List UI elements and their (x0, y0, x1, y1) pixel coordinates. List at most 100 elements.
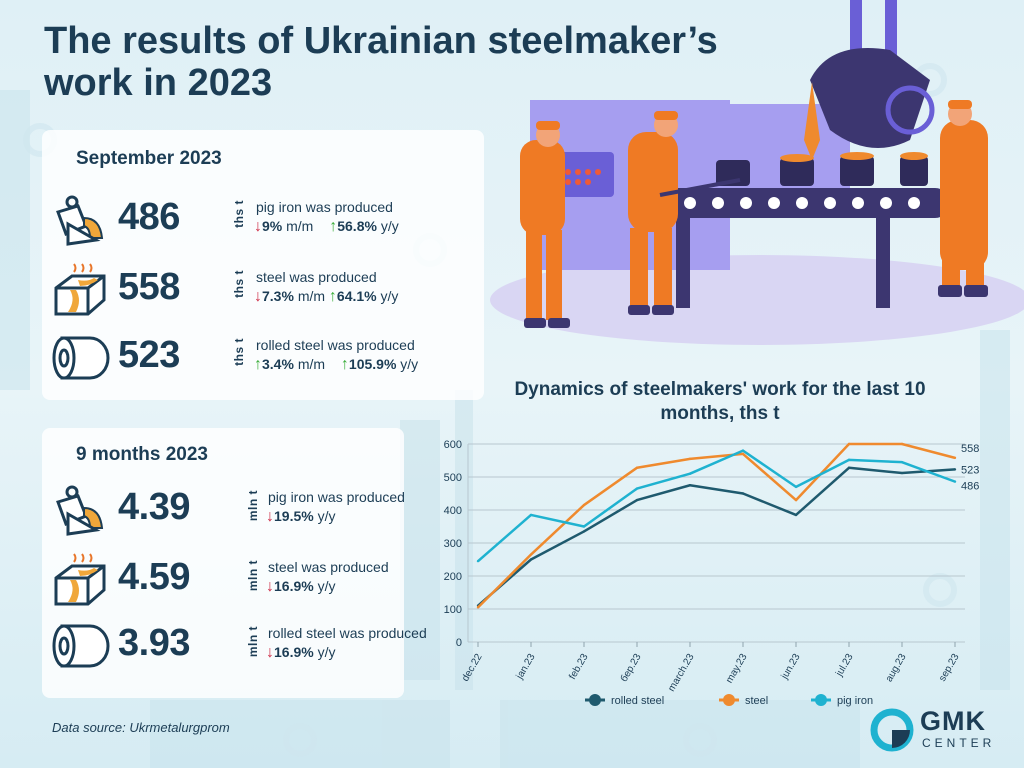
data-point (476, 606, 480, 609)
yy-change: 56.8% (337, 218, 377, 234)
september-rolled-steel-value: 523 (118, 334, 180, 376)
legend-marker (589, 694, 601, 706)
x-tick-label: march.23 (666, 652, 697, 694)
mm-suffix: m/m (297, 288, 326, 304)
data-point (582, 503, 586, 507)
yy-suffix: y/y (317, 578, 336, 594)
series-line-rolled-steel (477, 466, 956, 607)
data-point (529, 553, 533, 556)
data-point (741, 452, 745, 456)
september-steel-value: 558 (118, 266, 180, 308)
september-steel-deltas: ↓7.3% m/m ↑64.1% y/y (254, 288, 398, 306)
nine-months-steel-unit: mln t (246, 560, 260, 592)
x-tick-label: jan.23 (514, 652, 538, 682)
data-point (635, 466, 639, 469)
september-pig-iron-value: 486 (118, 196, 180, 238)
nine-months-steel-value: 4.59 (118, 556, 190, 598)
nine-months-pig-iron-value: 4.39 (118, 486, 190, 528)
september-steel-unit: ths t (232, 270, 246, 298)
legend-marker (815, 694, 827, 706)
x-tick-label: may.23 (724, 652, 750, 686)
data-label: 486 (961, 481, 979, 493)
september-pig-iron-deltas: ↓9% m/m ↑56.8% y/y (254, 218, 399, 236)
nine-months-heading: 9 months 2023 (76, 444, 208, 465)
production-line-chart: 0 100 200 300 400 500 600 dec.22 jan.23 feb.23 бер… (444, 439, 980, 707)
september-rolled-steel-row: 523 ths t rolled steel was produced ↑3.4… (50, 328, 480, 388)
x-tick-label: бер.23 (618, 651, 644, 684)
nine-months-rolled-steel-value: 3.93 (118, 622, 190, 664)
september-pig-iron-label: pig iron was produced (256, 199, 393, 215)
data-point (688, 457, 692, 461)
september-pig-iron-row: 486 ths t pig iron was produced ↓9% m/m … (50, 190, 480, 250)
x-tick-label: jul.23 (834, 652, 856, 679)
mm-change: 7.3% (262, 288, 294, 304)
nine-months-pig-iron-row: 4.39 mln t pig iron was produced ↓19.5% … (50, 480, 480, 540)
up-arrow-icon: ↑ (329, 218, 338, 235)
x-tick-label: jun.23 (779, 652, 803, 682)
legend-label: rolled steel (611, 695, 664, 707)
up-arrow-icon: ↑ (328, 288, 337, 305)
gmk-center-logo: GMK CENTER (870, 706, 1020, 756)
legend-marker (723, 694, 735, 706)
nine-months-rolled-steel-deltas: ↓16.9% y/y (266, 644, 335, 662)
steel-ingot-icon (54, 263, 106, 316)
logo-name: GMK (920, 706, 986, 736)
data-point (476, 559, 480, 563)
data-point (529, 558, 533, 561)
september-steel-row: 558 ths t steel was produced ↓7.3% m/m ↑… (50, 260, 480, 320)
y-tick-label: 500 (444, 472, 462, 484)
data-point (953, 480, 957, 483)
nine-months-pig-iron-deltas: ↓19.5% y/y (266, 508, 335, 526)
september-rolled-steel-deltas: ↑3.4% m/m ↑105.9% y/y (254, 356, 418, 374)
nine-months-pig-iron-unit: mln t (246, 490, 260, 522)
nine-months-rolled-steel-unit: mln t (246, 626, 260, 658)
september-steel-label: steel was produced (256, 269, 377, 285)
yy-change: 105.9% (348, 356, 397, 372)
y-tick-label: 0 (456, 637, 462, 649)
y-tick-label: 600 (444, 439, 462, 451)
x-tick-label: sep.23 (937, 652, 962, 684)
chart-title: Dynamics of steelmakers' work for the la… (514, 379, 926, 424)
up-arrow-icon: ↑ (254, 356, 262, 373)
yy-change: 16.9% (274, 644, 314, 660)
page-title: The results of Ukrainian steelmaker’s wo… (44, 20, 718, 104)
data-point (900, 471, 904, 475)
data-point (688, 484, 692, 487)
mm-change: 9% (262, 218, 283, 234)
y-tick-label: 400 (444, 505, 462, 517)
gmk-logo-icon (870, 708, 914, 752)
september-rolled-steel-unit: ths t (232, 338, 246, 366)
data-point (794, 498, 798, 502)
down-arrow-icon: ↓ (254, 288, 262, 305)
data-point (900, 460, 904, 464)
nine-months-steel-row: 4.59 mln t steel was produced ↓16.9% y/y (50, 550, 480, 610)
series-line-steel (477, 442, 956, 609)
steel-coil-icon (52, 336, 110, 380)
data-point (953, 468, 957, 471)
september-panel: September 2023 486 ths t pig iron was pr… (42, 130, 484, 400)
legend-label: pig iron (837, 695, 873, 707)
september-pig-iron-unit: ths t (232, 200, 246, 228)
y-tick-label: 200 (444, 571, 462, 583)
data-point (847, 466, 851, 469)
x-tick-label: dec.22 (460, 652, 485, 684)
nine-months-steel-label: steel was produced (268, 559, 389, 575)
nine-months-rolled-steel-label: rolled steel was produced (268, 625, 427, 641)
ladle-pour-icon (56, 195, 104, 246)
data-source: Data source: Ukrmetalurgprom (52, 720, 230, 735)
ladle-pour-icon (56, 485, 104, 536)
logo-sub: CENTER (922, 736, 996, 750)
yy-change: 19.5% (274, 508, 314, 524)
steel-workers-illustration (490, 0, 1024, 345)
mm-suffix: m/m (286, 218, 314, 234)
legend-label: steel (745, 695, 768, 707)
data-point (847, 442, 851, 446)
data-point (741, 492, 745, 495)
data-point (741, 449, 745, 452)
mm-suffix: m/m (297, 356, 326, 372)
yy-suffix: y/y (380, 288, 399, 304)
september-heading: September 2023 (76, 148, 222, 169)
yy-change: 64.1% (336, 288, 377, 304)
september-rolled-steel-label: rolled steel was produced (256, 337, 415, 353)
yy-suffix: y/y (317, 508, 336, 524)
